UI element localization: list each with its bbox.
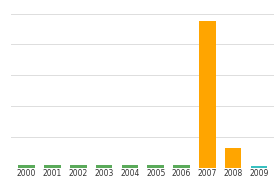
Bar <box>70 165 87 168</box>
Bar <box>122 165 138 168</box>
Bar <box>225 148 241 168</box>
Bar <box>96 165 113 168</box>
Bar <box>44 165 61 168</box>
Bar <box>147 165 164 168</box>
Bar <box>173 165 190 168</box>
Bar <box>199 21 216 168</box>
Bar <box>251 166 267 168</box>
Bar <box>18 165 35 168</box>
